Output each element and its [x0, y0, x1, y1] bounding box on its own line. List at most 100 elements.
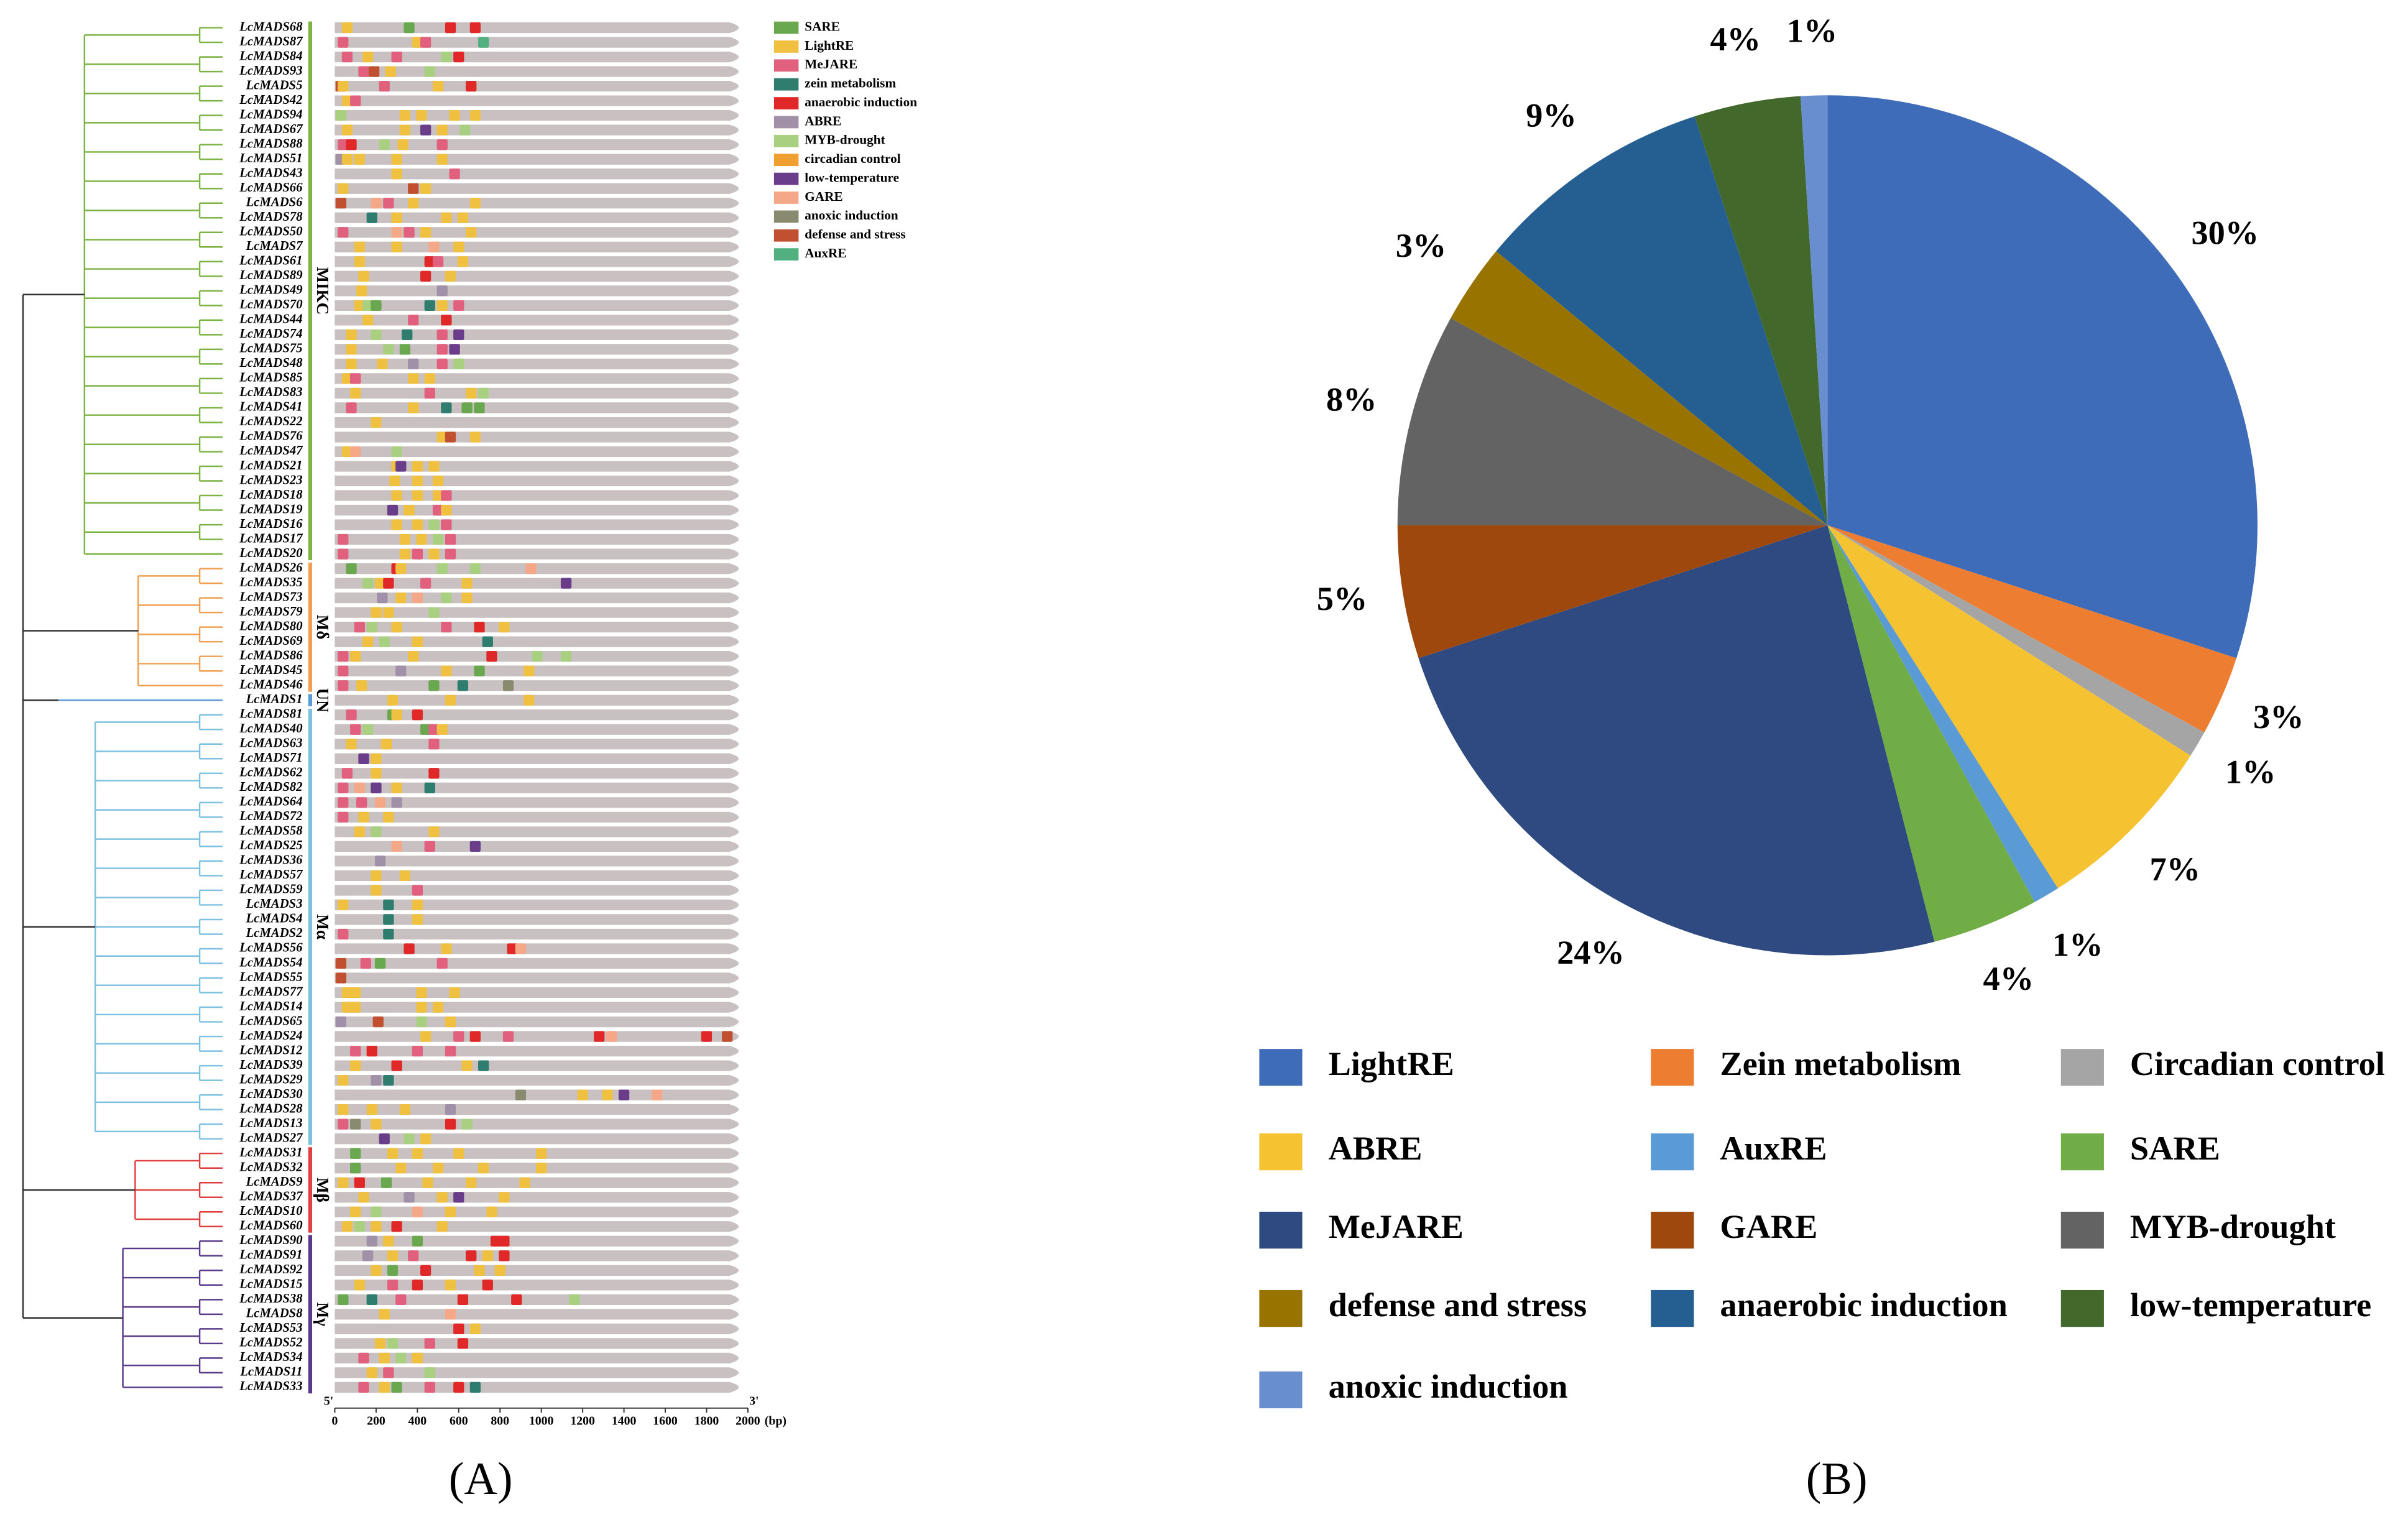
- gene-name: LcMADS29: [239, 1072, 302, 1086]
- gene-name: LcMADS46: [239, 678, 303, 691]
- gene-name: LcMADS13: [239, 1117, 302, 1130]
- gene-name: LcMADS18: [239, 488, 303, 502]
- element-box: [358, 66, 369, 77]
- element-box: [377, 358, 388, 370]
- gene-bar: [334, 1089, 739, 1100]
- element-box: [424, 387, 435, 399]
- gene-bar: [334, 972, 739, 984]
- element-box: [428, 680, 440, 691]
- element-box: [346, 344, 357, 355]
- gene-name: LcMADS63: [239, 737, 302, 750]
- legend-swatch: [773, 229, 799, 242]
- gene-name: LcMADS67: [239, 122, 303, 136]
- element-box: [436, 285, 448, 297]
- element-box: [428, 519, 440, 530]
- element-box: [436, 344, 448, 355]
- element-box: [416, 533, 427, 545]
- element-box: [453, 241, 464, 252]
- element-box: [341, 987, 353, 999]
- element-box: [360, 957, 371, 969]
- slice-label: 9%: [1526, 97, 1577, 134]
- pie-slice: [1827, 525, 2035, 942]
- element-box: [338, 782, 349, 793]
- element-box: [474, 622, 485, 633]
- element-box: [560, 578, 572, 589]
- element-box: [482, 636, 493, 647]
- element-box: [499, 1235, 510, 1247]
- element-box: [432, 80, 444, 92]
- element-box: [428, 241, 440, 252]
- legend-label: AuxRE: [805, 246, 846, 261]
- element-box: [362, 636, 374, 647]
- element-box: [445, 1309, 456, 1320]
- gene-bar: [334, 753, 739, 764]
- element-box: [371, 607, 382, 618]
- element-box: [445, 548, 456, 560]
- element-box: [366, 1294, 377, 1305]
- group-label: Mα: [313, 914, 332, 939]
- gene-bar: [334, 1074, 739, 1086]
- element-box: [441, 943, 452, 954]
- element-box: [341, 1002, 353, 1013]
- element-box: [395, 461, 407, 472]
- element-box: [387, 1250, 399, 1261]
- element-box: [379, 139, 390, 150]
- element-box: [358, 1192, 369, 1203]
- pie-slice: [1827, 525, 2205, 756]
- element-box: [461, 1060, 473, 1071]
- element-box: [338, 811, 349, 823]
- element-box: [424, 782, 435, 793]
- element-box: [391, 241, 402, 252]
- element-box: [354, 826, 365, 837]
- element-box: [374, 578, 386, 589]
- element-box: [416, 1016, 427, 1028]
- slice-label: 24%: [1557, 934, 1625, 971]
- gene-name: LcMADS48: [239, 356, 303, 370]
- gene-name: LcMADS62: [239, 766, 302, 780]
- element-box: [338, 139, 349, 150]
- element-box: [441, 504, 452, 516]
- gene-name: LcMADS91: [239, 1248, 302, 1262]
- element-box: [391, 446, 402, 458]
- legend-label: MYB-drought: [2130, 1208, 2336, 1245]
- element-box: [469, 22, 481, 34]
- gene-bar: [334, 373, 739, 384]
- element-box: [354, 1280, 365, 1291]
- pie-slice: [1418, 525, 1935, 956]
- gene-name: LcMADS40: [239, 722, 302, 736]
- gene-bar: [334, 548, 739, 560]
- element-box: [391, 1060, 402, 1071]
- gene-bar: [334, 1045, 739, 1057]
- gene-bar: [334, 168, 739, 180]
- gene-bar: [334, 22, 739, 34]
- legend-label: MeJARE: [805, 57, 857, 71]
- element-box: [469, 841, 481, 852]
- gene-bar: [334, 285, 739, 297]
- gene-bar: [334, 402, 739, 413]
- element-box: [350, 1045, 361, 1057]
- element-box: [338, 1294, 349, 1305]
- x-tick-label: 2000: [736, 1414, 760, 1428]
- legend-label: defense and stress: [805, 227, 905, 242]
- element-box: [412, 475, 423, 487]
- element-box: [366, 1367, 377, 1378]
- element-box: [445, 270, 456, 282]
- gene-bar: [334, 358, 739, 370]
- gene-bar: [334, 66, 739, 77]
- element-box: [383, 578, 394, 589]
- gene-name: LcMADS82: [239, 780, 302, 794]
- element-box: [350, 1206, 361, 1217]
- element-box: [722, 1031, 733, 1042]
- element-box: [371, 826, 382, 837]
- element-box: [383, 1235, 394, 1247]
- element-box: [445, 533, 456, 545]
- legend-swatch: [773, 21, 799, 34]
- gene-bar: [334, 870, 739, 882]
- gene-name: LcMADS26: [239, 561, 303, 574]
- element-box: [335, 972, 347, 984]
- element-box: [391, 622, 402, 633]
- element-box: [441, 51, 452, 63]
- element-box: [412, 37, 423, 48]
- element-box: [379, 1309, 390, 1320]
